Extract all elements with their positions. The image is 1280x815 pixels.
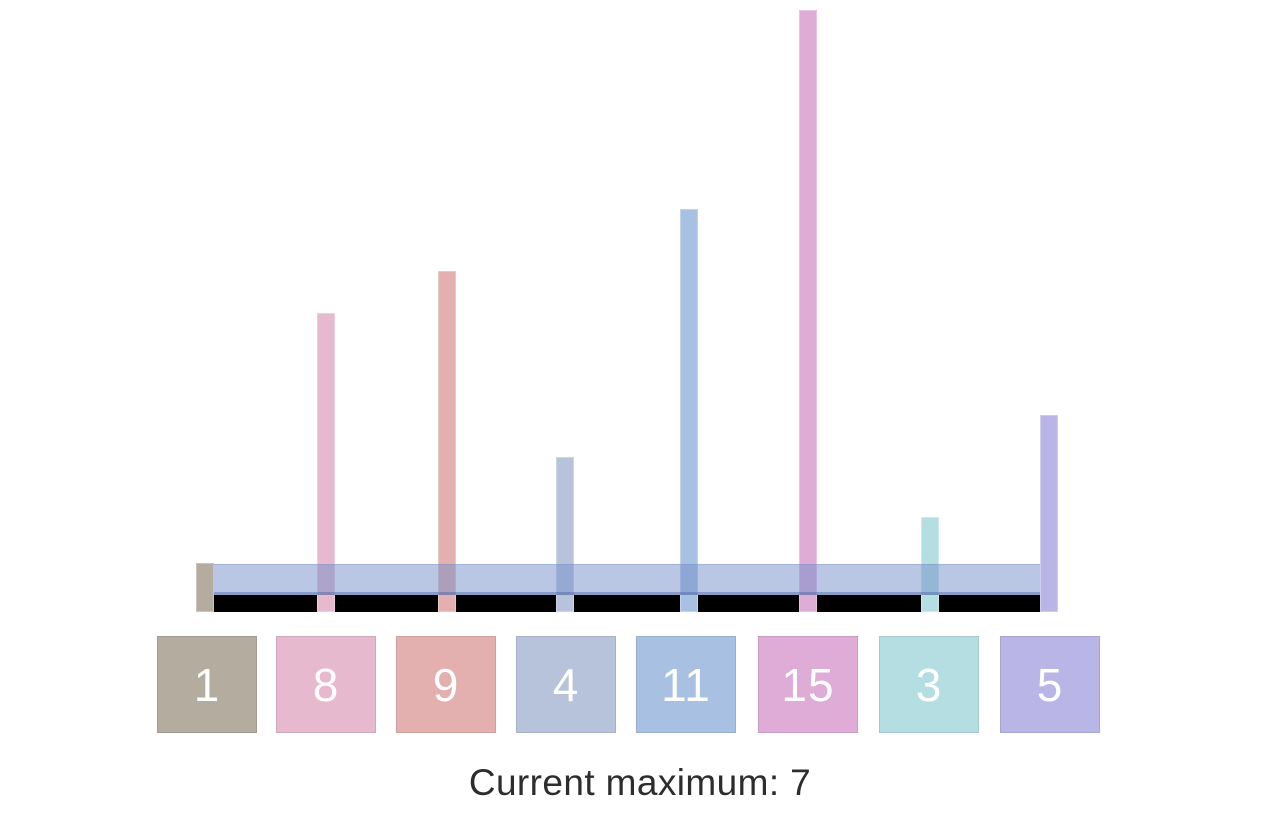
value-bar-1	[196, 563, 214, 612]
value-bar-9	[438, 271, 456, 612]
cell-label: 5	[1036, 658, 1064, 711]
scan-range-band	[214, 564, 1042, 595]
value-bar-15	[799, 10, 817, 612]
value-cell: 8	[276, 636, 376, 733]
value-cell: 4	[516, 636, 616, 733]
value-cell: 9	[396, 636, 496, 733]
value-cell: 11	[636, 636, 736, 733]
cell-label: 8	[312, 658, 340, 711]
cell-label: 3	[915, 658, 943, 711]
cell-label: 9	[432, 658, 460, 711]
status-caption: Current maximum: 7	[468, 762, 812, 803]
value-cell: 1	[157, 636, 257, 733]
cell-label: 1	[193, 658, 221, 711]
baseline-bar	[214, 595, 1042, 612]
value-bar-5	[1040, 415, 1058, 612]
value-cell: 3	[879, 636, 979, 733]
cell-label: 15	[781, 658, 835, 711]
cell-label: 11	[661, 658, 711, 711]
value-cell: 15	[758, 636, 858, 733]
cell-label: 4	[552, 658, 580, 711]
value-cell: 5	[1000, 636, 1100, 733]
value-bar-8	[317, 313, 335, 612]
value-bar-11	[680, 209, 698, 612]
